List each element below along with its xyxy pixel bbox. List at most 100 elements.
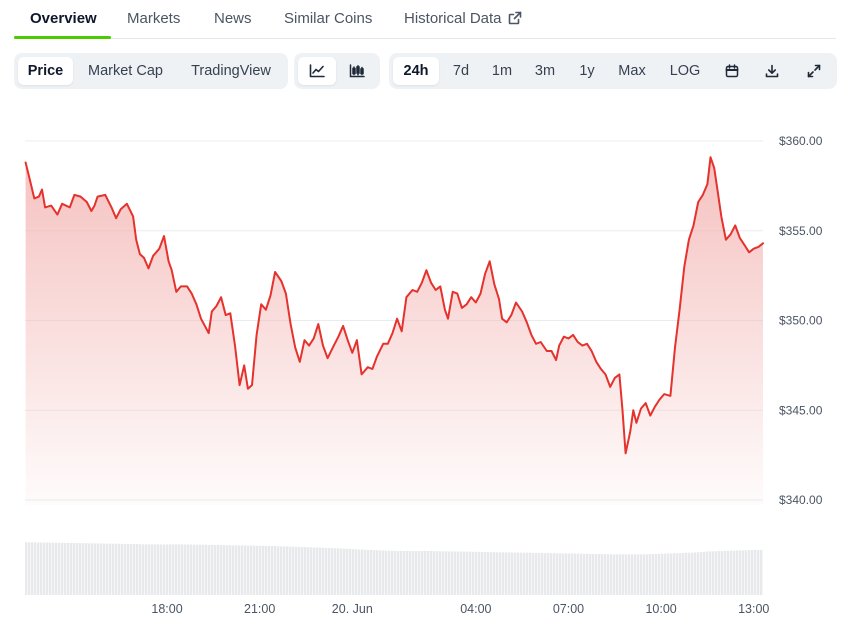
volume-bar [97,543,100,595]
volume-bar [289,546,292,595]
volume-bar [451,551,454,595]
volume-bar [40,542,43,595]
volume-bar [313,547,316,595]
volume-bar [745,550,748,595]
volume-bar [661,553,664,595]
volume-bar [532,552,535,595]
calendar-icon [725,64,739,78]
volume-bar [610,554,613,595]
range-1y-button[interactable]: 1y [579,63,595,79]
volume-bar [301,547,304,595]
download-button[interactable] [755,57,789,85]
tab-overview[interactable]: Overview [30,10,97,27]
volume-bar [526,552,529,595]
volume-bar [481,551,484,595]
volume-bar [295,546,298,595]
volume-bar [259,545,262,595]
volume-bar [496,552,499,595]
log-scale-button[interactable]: LOG [669,63,701,79]
volume-bar [31,542,34,595]
volume-bar [91,543,94,595]
volume-bar [67,542,70,595]
volume-bar [421,551,424,595]
volume-bar [583,553,586,595]
volume-bar [214,545,217,595]
volume-bar [325,547,328,595]
tab-similar-coins[interactable]: Similar Coins [284,10,373,27]
volume-bar [319,547,322,595]
volume-bar [694,552,697,595]
volume-bar [100,543,103,595]
volume-bar [715,551,718,595]
price-chart[interactable]: $360.00 $355.00 $350.00 $345.00 $340.00 18:0… [0,100,850,629]
volume-bar [520,552,523,595]
volume-bar [304,547,307,595]
tab-markets[interactable]: Markets [127,10,181,27]
volume-bar [454,551,457,595]
volume-bar [595,554,598,595]
volume-bar [43,542,46,595]
volume-bar [574,553,577,595]
volume-bar [538,553,541,595]
volume-bar [433,551,436,595]
volume-bar [118,543,121,595]
candlestick-chart-button[interactable] [338,57,376,85]
volume-bar [223,545,226,595]
volume-bar [415,551,418,595]
range-max-button[interactable]: Max [618,63,646,79]
volume-bar [439,551,442,595]
volume-bar [364,549,367,595]
volume-bar [349,549,352,595]
line-chart-button[interactable] [298,57,336,85]
volume-bar [112,543,115,595]
range-24h-button[interactable]: 24h [393,57,439,85]
volume-bar [658,553,661,595]
volume-bar [175,544,178,595]
volume-bar [382,550,385,595]
tab-historical-data[interactable]: Historical Data [404,10,522,29]
volume-bar [49,542,52,595]
volume-bar [649,554,652,595]
volume-bar [220,545,223,595]
volume-bar [184,544,187,595]
volume-bar [277,546,280,595]
date-range-button[interactable] [715,57,749,85]
volume-bar [604,554,607,595]
volume-bar [568,553,571,595]
volume-bar [274,546,277,595]
volume-bar [685,552,688,595]
volume-bar [490,552,493,595]
volume-bar [718,551,721,595]
volume-bar [58,542,61,595]
page-tabs: Overview Markets News Similar Coins Hist… [14,0,836,39]
market-cap-mode-button[interactable]: Market Cap [88,63,163,79]
volume-bar [457,551,460,595]
volume-bar [52,542,55,595]
volume-bar [448,551,451,595]
volume-bar [34,542,37,595]
candlestick-chart-icon [349,64,365,78]
volume-bar [742,550,745,595]
price-mode-button[interactable]: Price [18,57,73,85]
tradingview-mode-button[interactable]: TradingView [191,63,271,79]
volume-bar [262,545,265,595]
range-7d-button[interactable]: 7d [452,63,470,79]
volume-bar [61,542,64,595]
volume-bar [337,548,340,595]
volume-bar [511,552,514,595]
range-3m-button[interactable]: 3m [534,63,556,79]
tab-news[interactable]: News [214,10,252,27]
volume-bar [316,547,319,595]
range-1m-button[interactable]: 1m [491,63,513,79]
volume-bar [88,543,91,595]
volume-bar [250,545,253,595]
volume-bar [373,550,376,595]
volume-bar [271,546,274,595]
volume-bar [292,546,295,595]
fullscreen-button[interactable] [797,57,831,85]
volume-bar [652,554,655,595]
volume-bar [226,545,229,595]
volume-bar [679,553,682,595]
volume-bar [94,543,97,595]
volume-bar [634,554,637,595]
